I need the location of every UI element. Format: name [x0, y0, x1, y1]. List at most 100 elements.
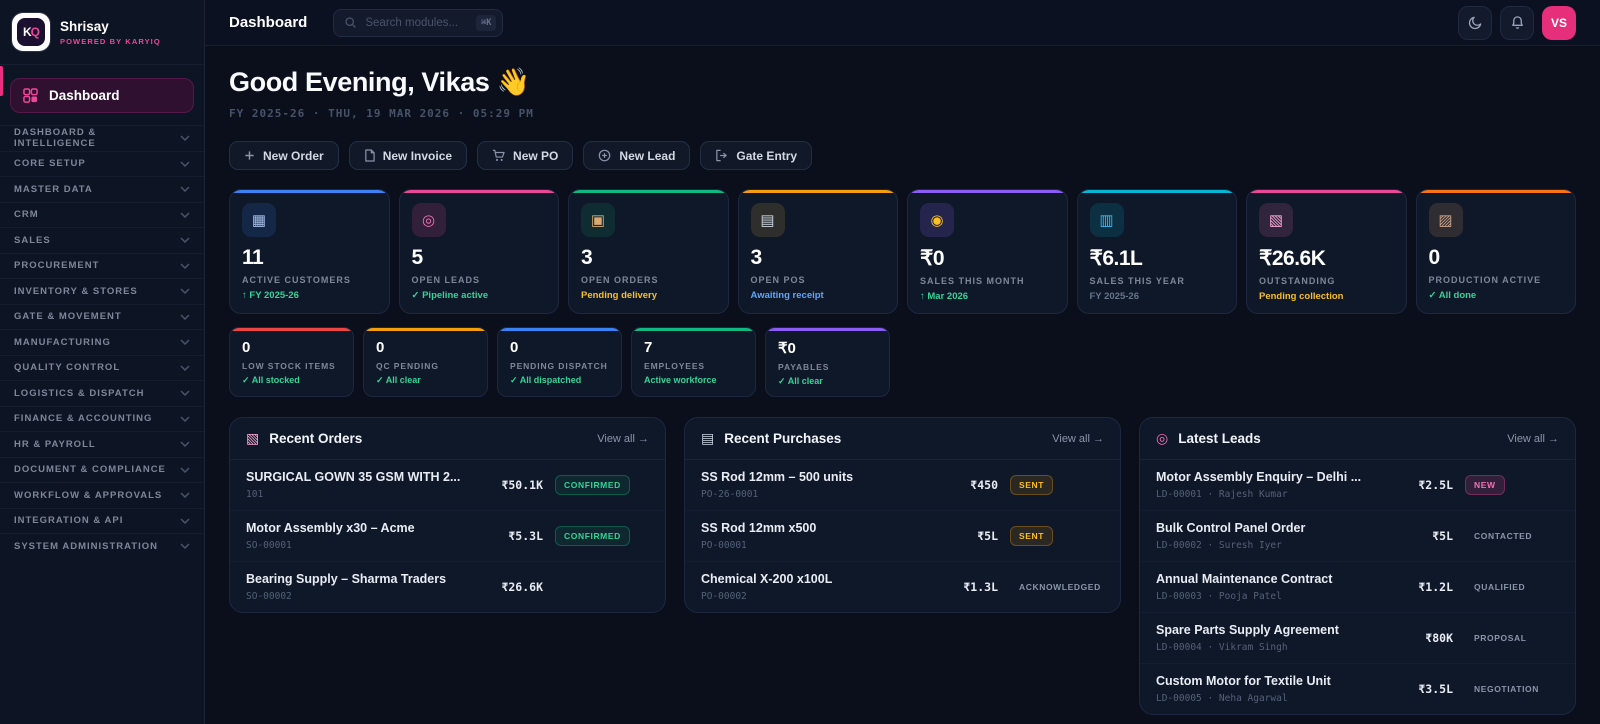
kpi-value: 11 [242, 246, 264, 269]
sidebar-item-workflow-approvals[interactable]: WORKFLOW & APPROVALS [0, 482, 204, 508]
bell-icon [1511, 16, 1523, 29]
lead-info: Custom Motor for Textile Unit LD-00005 ·… [1156, 674, 1410, 704]
kpi-subtext: ↑ FY 2025-26 [242, 290, 299, 301]
chevron-down-icon [180, 161, 190, 167]
panel-title: Recent Orders [269, 431, 363, 446]
logo-letter-q: Q [30, 25, 40, 39]
keyboard-shortcut-badge: ⌘K [476, 14, 497, 31]
chevron-down-icon [180, 288, 190, 295]
kpi-label: OPEN LEADS [411, 275, 481, 285]
new-order-button[interactable]: New Order [229, 141, 339, 170]
sidebar-item-procurement[interactable]: PROCUREMENT [0, 252, 204, 279]
lead-ref: LD-00004 · Vikram Singh [1156, 642, 1288, 653]
chevron-down-icon [180, 263, 190, 269]
sidebar-item-hr-payroll[interactable]: HR & PAYROLL [0, 431, 204, 457]
new-po-button[interactable]: New PO [477, 141, 574, 170]
status-badge: PROPOSAL [1474, 633, 1527, 643]
sidebar-item-master-data[interactable]: MASTER DATA [0, 176, 204, 202]
lead-row[interactable]: Bulk Control Panel Order LD-00002 · Sure… [1140, 511, 1575, 562]
new-lead-button[interactable]: New Lead [583, 141, 691, 170]
sidebar-item-logistics-dispatch[interactable]: LOGISTICS & DISPATCH [0, 380, 204, 406]
lead-row[interactable]: Spare Parts Supply Agreement LD-00004 · … [1140, 613, 1575, 664]
view-all-link[interactable]: View all → [1052, 432, 1104, 445]
lead-info: Spare Parts Supply Agreement LD-00004 · … [1156, 623, 1417, 653]
badge-column: ACKNOWLEDGED [1010, 577, 1104, 597]
purchase-row[interactable]: SS Rod 12mm x500 PO-00001 ₹5L SENT [685, 511, 1120, 562]
sidebar-item-finance-accounting[interactable]: FINANCE & ACCOUNTING [0, 405, 204, 432]
lead-row[interactable]: Custom Motor for Textile Unit LD-00005 ·… [1140, 664, 1575, 714]
user-avatar[interactable]: VS [1542, 5, 1576, 40]
new-invoice-button[interactable]: New Invoice [348, 141, 468, 170]
badge-column [555, 582, 649, 592]
lead-title: Spare Parts Supply Agreement [1156, 623, 1339, 637]
sidebar-item-dashboard[interactable]: Dashboard [10, 78, 194, 113]
order-info: SURGICAL GOWN 35 GSM WITH 2... 101 [246, 470, 493, 500]
panel-header: ▧ Recent Orders View all → [230, 418, 665, 460]
sidebar-section-label: GATE & MOVEMENT [14, 311, 122, 323]
search-input[interactable] [365, 16, 469, 29]
order-row[interactable]: Bearing Supply – Sharma Traders SO-00002… [230, 562, 665, 612]
sidebar-item-sales[interactable]: SALES [0, 227, 204, 253]
order-row[interactable]: Motor Assembly x30 – Acme SO-00001 ₹5.3L… [230, 511, 665, 562]
sidebar-item-label: Dashboard [49, 88, 120, 103]
badge-column: NEW [1465, 475, 1559, 495]
sidebar-section-label: HR & PAYROLL [14, 438, 96, 450]
sidebar-item-integration-api[interactable]: INTEGRATION & API [0, 507, 204, 534]
target-icon: ◎ [1156, 430, 1169, 446]
lead-row[interactable]: Annual Maintenance Contract LD-00003 · P… [1140, 562, 1575, 613]
lead-title: Custom Motor for Textile Unit [1156, 674, 1331, 688]
receipt-icon: ▧ [1259, 203, 1293, 237]
kpi-value: 5 [411, 246, 424, 269]
sidebar-item-document-compliance[interactable]: DOCUMENT & COMPLIANCE [0, 456, 204, 483]
view-all-link[interactable]: View all → [1507, 432, 1559, 445]
recent-orders-panel: ▧ Recent Orders View all → SURGICAL GOWN… [229, 417, 666, 613]
sidebar-section-label: SYSTEM ADMINISTRATION [14, 540, 158, 552]
chevron-down-icon [180, 186, 190, 193]
card-accent-bar [569, 190, 728, 193]
status-badge: NEGOTIATION [1474, 684, 1539, 694]
kpi-label: SALES THIS YEAR [1089, 276, 1185, 286]
purchase-amount: ₹1.3L [963, 580, 998, 594]
barchart-icon: ▥ [1089, 203, 1124, 237]
badge-column: CONTACTED [1465, 526, 1559, 546]
kpi-label: QC PENDING [376, 361, 439, 371]
kpi-subtext: ✓ Pipeline active [411, 290, 489, 301]
sidebar-section-label: PROCUREMENT [14, 260, 100, 272]
kpi-label: PRODUCTION ACTIVE [1428, 275, 1542, 285]
kpi-label: PAYABLES [778, 362, 830, 372]
sidebar-item-crm[interactable]: CRM [0, 201, 204, 228]
lead-amount: ₹2.5L [1418, 478, 1453, 492]
date-meta-line: FY 2025-26 · THU, 19 MAR 2026 · 05:29 PM [229, 107, 534, 120]
purchase-row[interactable]: SS Rod 12mm – 500 units PO-26-0001 ₹450 … [685, 460, 1120, 511]
kpi-value: 0 [242, 339, 251, 356]
card-accent-bar [364, 328, 487, 331]
sidebar-item-system-administration[interactable]: SYSTEM ADMINISTRATION [0, 533, 204, 559]
sidebar-item-dashboard-intelligence[interactable]: DASHBOARD & INTELLIGENCE [0, 125, 204, 151]
chevron-down-icon [180, 339, 190, 346]
kpi-card-low-stock-items: 0 LOW STOCK ITEMS ✓ All stocked [229, 327, 354, 397]
gate-entry-button[interactable]: Gate Entry [700, 141, 813, 170]
order-row[interactable]: SURGICAL GOWN 35 GSM WITH 2... 101 ₹50.1… [230, 460, 665, 511]
lead-amount: ₹3.5L [1418, 682, 1453, 696]
theme-toggle-button[interactable] [1458, 5, 1492, 40]
sidebar-item-quality-control[interactable]: QUALITY CONTROL [0, 354, 204, 381]
lead-row[interactable]: Motor Assembly Enquiry – Delhi ... LD-00… [1140, 460, 1575, 511]
view-all-link[interactable]: View all → [597, 432, 649, 445]
kpi-label: OUTSTANDING [1259, 276, 1336, 286]
sidebar-item-inventory-stores[interactable]: INVENTORY & STORES [0, 278, 204, 304]
lead-title: Bulk Control Panel Order [1156, 521, 1306, 535]
sidebar-item-gate-movement[interactable]: GATE & MOVEMENT [0, 303, 204, 330]
notifications-button[interactable] [1500, 5, 1534, 40]
status-badge [555, 582, 573, 592]
page-title: Dashboard [229, 14, 308, 31]
action-label: New Order [263, 148, 324, 163]
kpi-subtext: ↑ Mar 2026 [920, 291, 969, 302]
sidebar-item-manufacturing[interactable]: MANUFACTURING [0, 329, 204, 355]
kpi-card-sales-this-month: ◉ ₹0 SALES THIS MONTH ↑ Mar 2026 [907, 189, 1068, 314]
sidebar-item-core-setup[interactable]: CORE SETUP [0, 150, 204, 177]
purchase-row[interactable]: Chemical X-200 x100L PO-00002 ₹1.3L ACKN… [685, 562, 1120, 612]
kpi-value: ₹0 [920, 247, 945, 270]
card-accent-bar [1416, 190, 1575, 193]
search-box[interactable]: ⌘K [333, 8, 504, 37]
